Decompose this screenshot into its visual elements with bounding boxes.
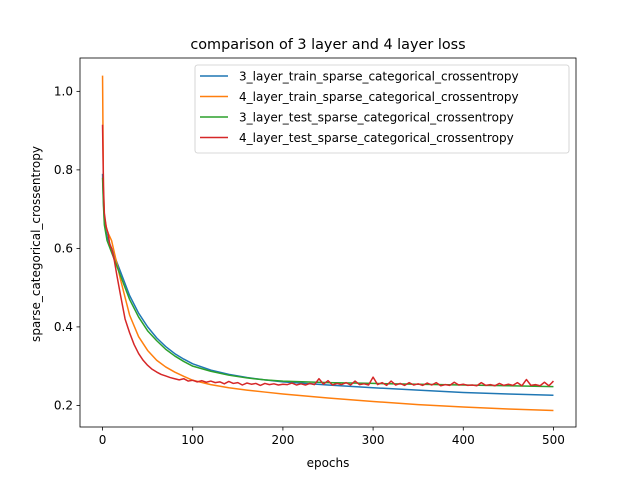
x-axis: 0 100 200 300 400 500	[99, 427, 565, 447]
series-line-3_layer_train_sparse_categorical_crossentropy	[101, 173, 554, 396]
legend-box	[194, 64, 570, 154]
legend-label: 3_layer_train_sparse_categorical_crossen…	[239, 69, 519, 83]
legend: 3_layer_train_sparse_categorical_crossen…	[194, 64, 570, 154]
legend-label: 4_layer_train_sparse_categorical_crossen…	[239, 90, 519, 104]
x-tick-label: 500	[542, 433, 565, 447]
y-tick-label: 0.2	[54, 399, 73, 413]
x-tick-label: 300	[362, 433, 385, 447]
series-line-4_layer_train_sparse_categorical_crossentropy	[101, 75, 554, 412]
y-tick-label: 0.8	[54, 163, 73, 177]
y-axis: 0.2 0.4 0.6 0.8 1.0	[54, 85, 80, 413]
y-tick-label: 0.6	[54, 242, 73, 256]
plot-area	[101, 75, 554, 412]
y-tick-label: 1.0	[54, 85, 73, 99]
x-axis-label: epochs	[307, 456, 350, 470]
legend-label: 3_layer_test_sparse_categorical_crossent…	[239, 110, 514, 124]
series-line-4_layer_test_sparse_categorical_crossentropy	[101, 124, 554, 387]
legend-label: 4_layer_test_sparse_categorical_crossent…	[239, 131, 514, 145]
y-axis-label: sparse_categorical_crossentropy	[29, 146, 43, 342]
x-tick-label: 100	[181, 433, 204, 447]
x-tick-label: 200	[271, 433, 294, 447]
x-tick-label: 400	[452, 433, 475, 447]
axes-frame	[79, 57, 577, 428]
chart-title: comparison of 3 layer and 4 layer loss	[190, 37, 465, 53]
y-tick-label: 0.4	[54, 320, 73, 334]
series-line-3_layer_test_sparse_categorical_crossentropy	[101, 177, 554, 388]
x-tick-label: 0	[99, 433, 107, 447]
